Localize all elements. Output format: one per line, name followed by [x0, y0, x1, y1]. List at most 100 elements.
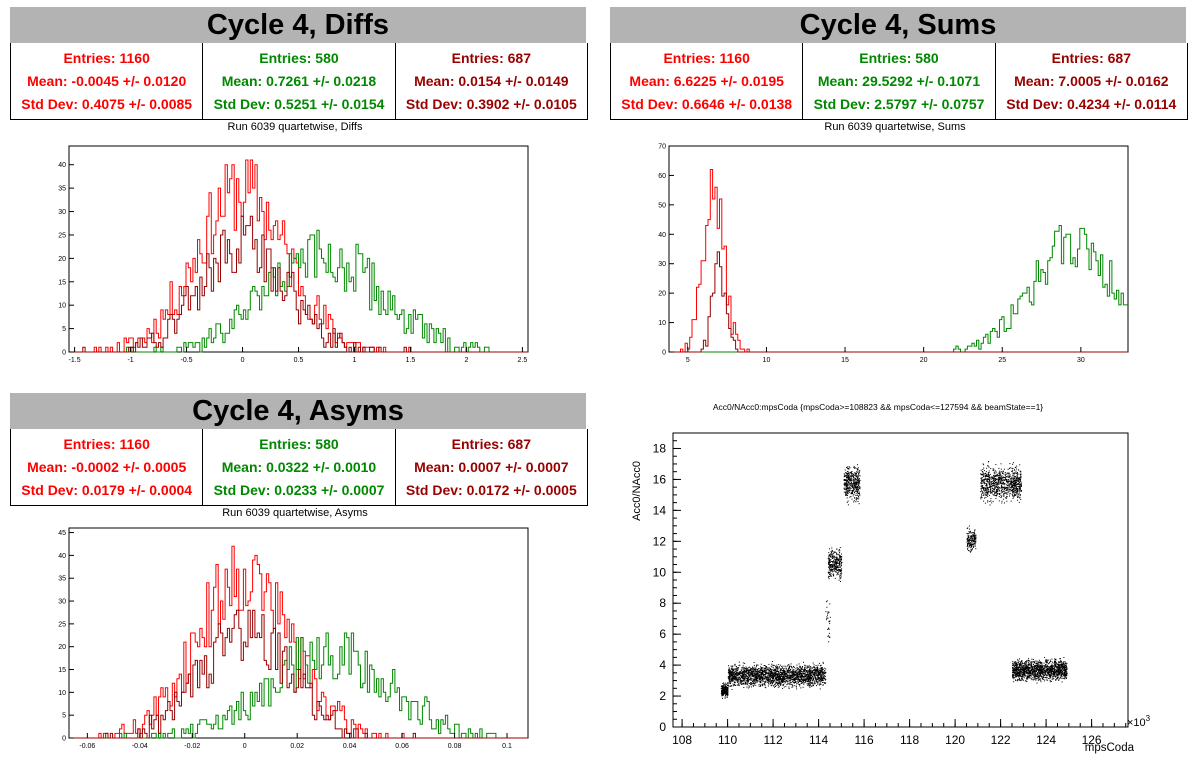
stat-entries: Entries: 1160: [663, 49, 750, 66]
y-tick-label: 40: [58, 553, 66, 560]
stat-std: Std Dev: 0.0179 +/- 0.0004: [21, 482, 193, 499]
x-tick-label: 0.1: [502, 743, 512, 750]
asyms-stats-col-3: Entries: 687 Mean: 0.0007 +/- 0.0007 Std…: [396, 429, 587, 505]
y-tick-label: 40: [658, 232, 666, 239]
y-tick-label: 45: [58, 530, 66, 537]
plot-frame: [668, 145, 1129, 353]
stat-std: Std Dev: 2.5797 +/- 0.0757: [813, 96, 985, 113]
stat-std: Std Dev: 0.4075 +/- 0.0085: [21, 96, 193, 113]
stat-entries: Entries: 1160: [63, 435, 150, 452]
asyms-stats-col-1: Entries: 1160 Mean: -0.0002 +/- 0.0005 S…: [11, 429, 204, 505]
diffs-title: Cycle 4, Diffs: [10, 7, 586, 43]
x-tick-label: 0.08: [448, 743, 462, 750]
stat-std: Std Dev: 0.6646 +/- 0.0138: [621, 96, 793, 113]
sums-title: Cycle 4, Sums: [610, 7, 1186, 43]
x-tick-label: 114: [809, 733, 828, 747]
y-tick-label: 5: [62, 326, 66, 333]
stat-entries: Entries: 687: [451, 49, 531, 66]
asyms-histogram: -0.06 -0.04 -0.02 0 0.02 0.04 0.06 0.08 0.1 0 5 10 1…: [58, 527, 529, 750]
series-line: [69, 215, 528, 353]
y-tick-label: 15: [58, 279, 66, 286]
y-tick-label: 30: [58, 209, 66, 216]
scatter-cluster: [980, 461, 1022, 506]
stat-std: Std Dev: 0.4234 +/- 0.0114: [1006, 96, 1177, 113]
x-tick-label: 122: [991, 733, 1011, 747]
plot-frame: [672, 432, 1129, 728]
x-tick-label: 25: [998, 357, 1006, 364]
sums-stats-col-3: Entries: 687 Mean: 7.0005 +/- 0.0162 Std…: [996, 43, 1187, 119]
y-tick-label: 20: [658, 291, 666, 298]
series-line: [69, 609, 528, 739]
y-tick-label: 30: [58, 599, 66, 606]
x-tick-label: 5: [686, 357, 690, 364]
y-tick-label: 8: [659, 596, 666, 610]
x-tick-label: -0.06: [79, 743, 95, 750]
x-tick-label: 30: [1077, 357, 1085, 364]
stat-std: Std Dev: 0.5251 +/- 0.0154: [213, 96, 385, 113]
series-line: [69, 632, 528, 739]
y-tick-label: 4: [659, 658, 666, 672]
stat-mean: Mean: 0.7261 +/- 0.0218: [221, 72, 377, 89]
scatter-cluster: [827, 547, 843, 582]
scatter-cluster: [966, 525, 977, 553]
scatter-plot: Acc0/NAcc0:mpsCoda {mpsCoda>=108823 && m…: [631, 402, 1151, 754]
x-tick-label: 120: [945, 733, 965, 747]
scatter-cluster: [825, 600, 831, 643]
y-tick-label: 70: [658, 144, 666, 151]
scatter-cluster: [727, 661, 827, 690]
diffs-stats-col-1: Entries: 1160 Mean: -0.0045 +/- 0.0120 S…: [11, 43, 204, 119]
stat-mean: Mean: 29.5292 +/- 0.1071: [817, 72, 981, 89]
y-tick-label: 0: [62, 350, 66, 357]
stat-mean: Mean: -0.0002 +/- 0.0005: [27, 458, 187, 475]
stat-mean: Mean: -0.0045 +/- 0.0120: [27, 72, 187, 89]
x-tick-label: 108: [672, 733, 692, 747]
y-tick-label: 50: [658, 202, 666, 209]
y-tick-label: 60: [658, 173, 666, 180]
stat-std: Std Dev: 0.3902 +/- 0.0105: [405, 96, 577, 113]
x-tick-label: 118: [900, 733, 919, 747]
x-tick-label: 10: [763, 357, 771, 364]
exponent-power: 3: [1146, 714, 1151, 723]
y-tick-label: 0: [659, 720, 666, 734]
y-tick-label: 25: [58, 621, 66, 628]
sums-subtitle: Run 6039 quartetwise, Sums: [824, 121, 966, 133]
stat-entries: Entries: 687: [1051, 49, 1131, 66]
diffs-stats-box: Entries: 1160 Mean: -0.0045 +/- 0.0120 S…: [10, 43, 588, 120]
plot-frame: [68, 527, 529, 739]
x-tick-label: 124: [1036, 733, 1056, 747]
stat-mean: Mean: 0.0154 +/- 0.0149: [414, 72, 569, 89]
x-tick-label: 0: [243, 743, 247, 750]
scatter-cluster: [843, 464, 861, 506]
stat-mean: Mean: 7.0005 +/- 0.0162: [1014, 72, 1169, 89]
stat-entries: Entries: 1160: [63, 49, 150, 66]
scatter-ylabel: Acc0/NAcc0: [631, 461, 643, 521]
y-tick-label: 30: [658, 261, 666, 268]
scatter-panel: Acc0/NAcc0:mpsCoda {mpsCoda>=108823 && m…: [600, 395, 1196, 772]
y-tick-label: 16: [653, 472, 667, 486]
x-tick-label: 0.5: [294, 357, 304, 364]
diffs-histogram: -1.5 -1 -0.5 0 0.5 1 1.5 2 2.5 0 5 10 15 20 25 30 35 40: [58, 145, 529, 364]
series-line: [669, 225, 1128, 353]
asyms-subtitle: Run 6039 quartetwise, Asyms: [222, 507, 368, 519]
diffs-subtitle: Run 6039 quartetwise, Diffs: [227, 121, 363, 133]
x-tick-label: 15: [841, 357, 849, 364]
x-tick-label: -0.04: [132, 743, 148, 750]
stat-std: Std Dev: 0.0172 +/- 0.0005: [405, 482, 577, 499]
x-tick-label: -0.5: [181, 357, 193, 364]
y-tick-label: 12: [653, 534, 667, 548]
x-tick-label: -1: [127, 357, 133, 364]
stat-mean: Mean: 0.0322 +/- 0.0010: [221, 458, 377, 475]
y-tick-label: 10: [58, 690, 66, 697]
y-tick-label: 0: [662, 350, 666, 357]
x-tick-label: -0.02: [184, 743, 200, 750]
y-tick-label: 14: [653, 503, 667, 517]
diffs-stats-col-2: Entries: 580 Mean: 0.7261 +/- 0.0218 Std…: [203, 43, 396, 119]
stat-entries: Entries: 580: [859, 49, 939, 66]
diffs-stats-col-3: Entries: 687 Mean: 0.0154 +/- 0.0149 Std…: [396, 43, 587, 119]
scatter-title: Acc0/NAcc0:mpsCoda {mpsCoda>=108823 && m…: [713, 402, 1043, 412]
sums-stats-col-2: Entries: 580 Mean: 29.5292 +/- 0.1071 St…: [803, 43, 996, 119]
y-tick-label: 10: [653, 565, 667, 579]
y-tick-label: 20: [58, 256, 66, 263]
x-tick-label: 110: [718, 733, 737, 747]
y-tick-label: 10: [658, 320, 666, 327]
